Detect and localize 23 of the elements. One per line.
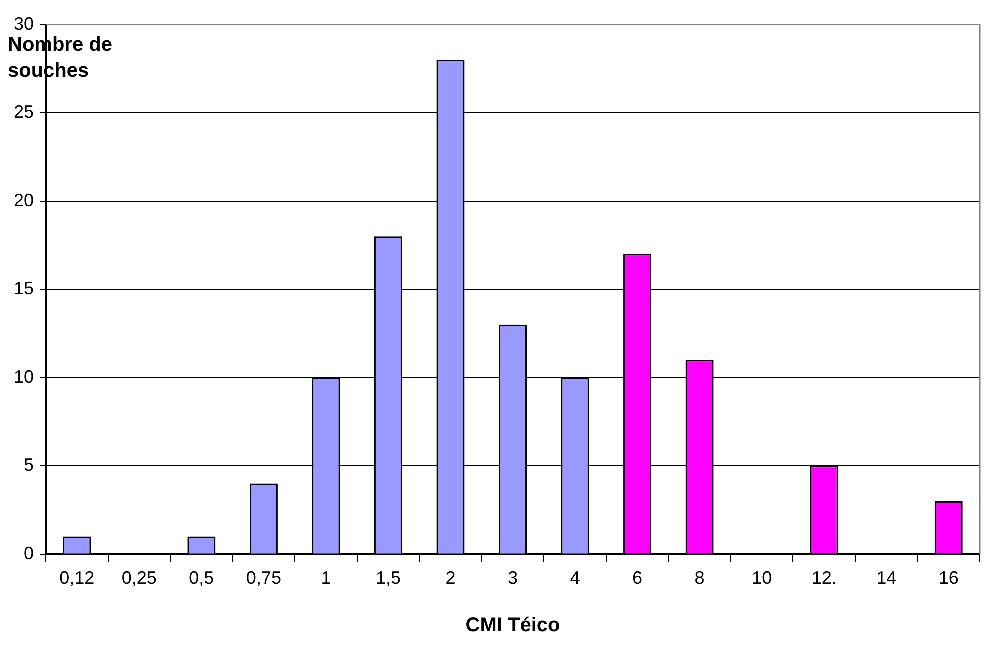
x-tick-label: 3 — [508, 568, 518, 588]
x-tick-label: 0,25 — [122, 568, 157, 588]
x-tick-label: 2 — [446, 568, 456, 588]
x-tick-label: 0,12 — [60, 568, 95, 588]
x-tick-label: 1 — [321, 568, 332, 588]
x-tick-label: 10 — [752, 568, 772, 588]
x-tick-label: 1,5 — [376, 568, 401, 588]
y-tick-label: 10 — [14, 366, 34, 387]
x-tick-label: 4 — [570, 568, 580, 588]
y-tick-label: 20 — [14, 190, 34, 210]
x-tick-label: 0,75 — [246, 568, 282, 588]
y-tick-label: 5 — [24, 455, 34, 476]
x-tick-label: 16 — [938, 568, 959, 588]
x-tick-label: 8 — [694, 568, 705, 588]
x-tick-label: 0,5 — [189, 568, 214, 588]
y-tick-label: 15 — [14, 278, 34, 299]
x-tick-label: 14 — [876, 568, 897, 588]
x-tick-label: 6 — [632, 568, 643, 588]
y-tick-label: 25 — [14, 102, 34, 122]
x-tick-label: 12. — [812, 568, 837, 588]
x-axis-title: CMI Téico — [466, 614, 560, 637]
y-tick-label: 30 — [14, 14, 34, 34]
y-tick-label: 0 — [24, 543, 34, 564]
